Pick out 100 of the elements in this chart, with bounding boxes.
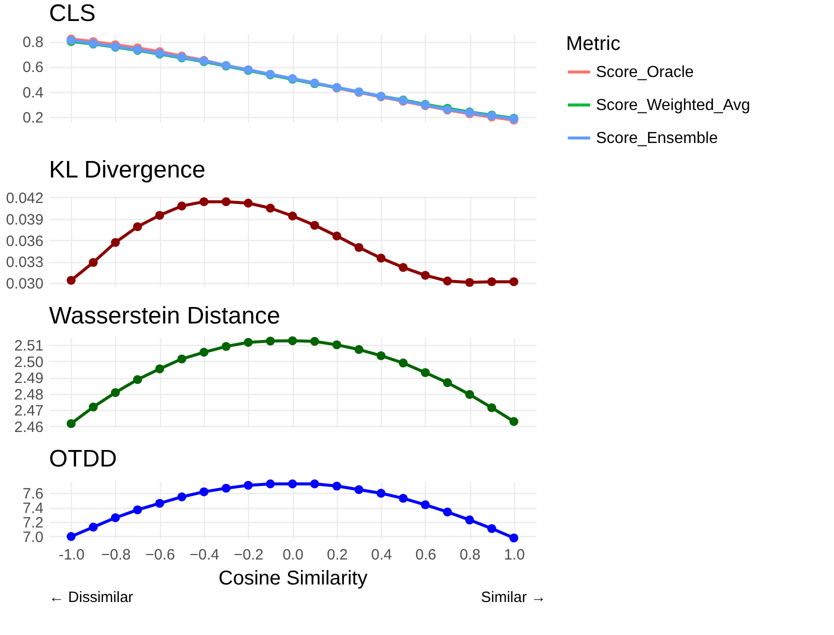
point <box>244 198 253 208</box>
point <box>509 533 518 542</box>
x-tick-label: -1.0 <box>58 546 85 564</box>
y-tick-label: 7.4 <box>22 500 44 518</box>
y-tick-label: 0.030 <box>6 276 44 293</box>
point <box>266 204 275 213</box>
point <box>244 480 253 490</box>
point <box>398 262 408 272</box>
point <box>88 522 98 532</box>
point <box>354 485 364 494</box>
point <box>487 403 496 412</box>
point <box>133 375 142 384</box>
x-tick-label: −0.8 <box>101 546 131 564</box>
y-tick-label: 0.4 <box>22 84 44 102</box>
y-tick-label: 2.51 <box>14 338 44 355</box>
x-tick-label: 0.8 <box>460 546 481 564</box>
legend-label: Score_Oracle <box>596 64 694 81</box>
point <box>442 378 452 388</box>
point <box>66 276 76 285</box>
point <box>155 498 164 508</box>
point <box>442 508 452 516</box>
point <box>222 342 231 351</box>
y-tick-label: 0.042 <box>6 190 44 207</box>
y-tick-label: 7.6 <box>22 486 44 503</box>
x-axis-title: Cosine Similarity <box>218 568 368 590</box>
point <box>155 210 164 220</box>
point <box>354 345 364 354</box>
y-tick-label: 0.039 <box>6 211 44 228</box>
point <box>465 278 474 287</box>
x-tick-label: −0.6 <box>145 546 175 564</box>
y-tick-label: 2.46 <box>14 418 44 436</box>
point <box>487 524 496 534</box>
point <box>88 402 98 412</box>
point <box>199 348 208 357</box>
chart-title: Wasserstein Distance <box>49 302 280 330</box>
point <box>288 479 297 488</box>
text: ← Dissimilar <box>49 589 134 606</box>
point <box>487 277 496 286</box>
point <box>110 238 120 247</box>
point <box>66 419 76 428</box>
y-tick-label: 0.8 <box>22 34 44 52</box>
point <box>420 500 430 510</box>
point <box>222 484 231 493</box>
point <box>398 358 408 368</box>
y-tick-label: 2.47 <box>14 402 44 420</box>
text: Similar → <box>480 589 546 606</box>
point <box>310 220 320 230</box>
x-tick-label: 0.6 <box>415 546 436 564</box>
point <box>177 354 186 364</box>
point <box>509 277 518 286</box>
legend-title: Metric <box>566 33 620 55</box>
point <box>110 513 120 522</box>
y-tick-label: 0.6 <box>22 59 44 76</box>
point <box>376 351 386 360</box>
point <box>465 515 474 524</box>
legend-label: Score_Ensemble <box>596 130 718 147</box>
point <box>133 222 142 232</box>
point <box>398 494 408 503</box>
point <box>310 479 320 488</box>
point <box>266 336 275 346</box>
point <box>332 340 342 350</box>
x-tick-label: −0.2 <box>234 546 264 564</box>
point <box>88 258 98 267</box>
point <box>376 254 386 263</box>
chart-title: CLS <box>49 0 96 27</box>
y-tick-label: 0.2 <box>22 109 44 126</box>
point <box>66 532 76 541</box>
point <box>266 479 275 488</box>
y-tick-label: 2.50 <box>14 354 44 371</box>
point <box>222 197 231 206</box>
point <box>332 232 342 240</box>
y-tick-label: 0.033 <box>6 254 44 272</box>
x-tick-label: 0.4 <box>371 546 392 564</box>
y-tick-label: 0.036 <box>6 232 44 250</box>
point <box>199 487 208 496</box>
point <box>442 276 452 286</box>
point <box>288 212 297 220</box>
chart-title: OTDD <box>49 445 117 472</box>
y-tick-label: 2.48 <box>14 386 44 404</box>
point <box>310 336 320 346</box>
point <box>509 417 518 426</box>
point <box>177 202 186 210</box>
point <box>420 270 430 280</box>
point <box>177 492 186 502</box>
point <box>110 388 120 398</box>
point <box>133 505 142 514</box>
point <box>199 197 208 206</box>
point <box>420 368 430 378</box>
point <box>354 242 364 252</box>
point <box>155 364 164 374</box>
x-tick-label: 0.0 <box>282 546 304 564</box>
legend-label: Score_Weighted_Avg <box>596 97 750 114</box>
x-tick-label: −0.4 <box>190 546 220 564</box>
point <box>332 482 342 491</box>
point <box>288 336 297 346</box>
chart-title: KL Divergence <box>49 156 206 184</box>
x-tick-label: 1.0 <box>504 546 525 564</box>
y-tick-label: 2.49 <box>14 370 44 388</box>
x-tick-label: 0.2 <box>326 546 348 564</box>
point <box>244 338 253 347</box>
